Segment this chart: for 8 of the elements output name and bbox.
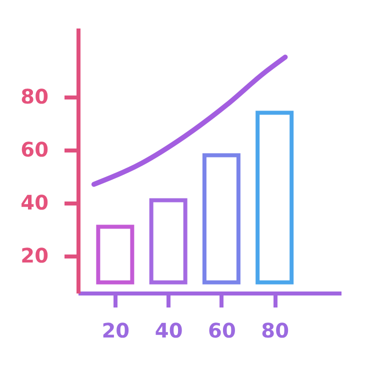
y-tick-label: 60 [20, 137, 48, 162]
y-tick-label: 40 [20, 190, 48, 214]
x-tick-label: 40 [154, 318, 183, 342]
x-tick-label: 60 [208, 318, 236, 342]
y-tick-label: 80 [20, 84, 48, 108]
x-tick-label: 80 [261, 318, 290, 342]
y-tick-label: 20 [20, 243, 48, 268]
x-tick-label: 20 [102, 318, 130, 342]
